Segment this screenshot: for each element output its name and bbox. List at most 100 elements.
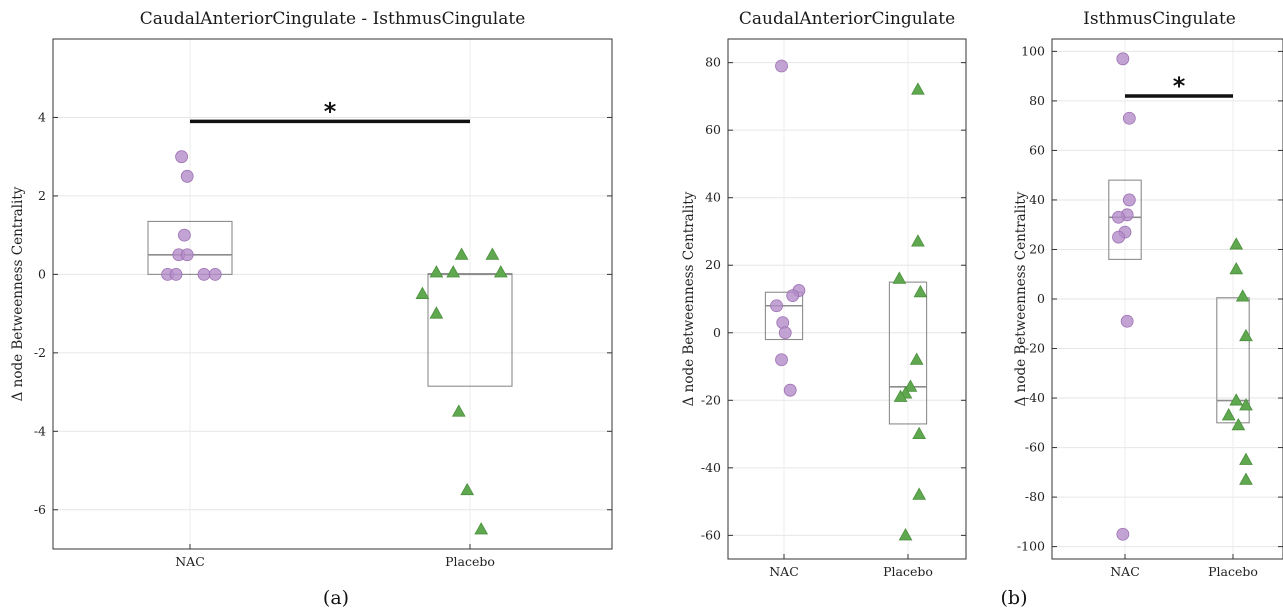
y-axis-label: Δ node Betweenness Centrality bbox=[10, 186, 26, 401]
data-point-circle bbox=[1116, 52, 1130, 66]
x-category-label: NAC bbox=[175, 554, 205, 569]
data-point-triangle bbox=[909, 352, 924, 365]
data-point-triangle bbox=[1239, 452, 1253, 465]
y-axis-label: Δ node Betweenness Centrality bbox=[681, 191, 697, 406]
data-point-triangle bbox=[911, 82, 925, 95]
data-point-circle bbox=[783, 383, 797, 397]
data-point-circle bbox=[775, 353, 788, 367]
data-point-triangle bbox=[892, 271, 907, 284]
x-category-label: NAC bbox=[769, 564, 799, 579]
data-point-triangle bbox=[912, 426, 927, 440]
data-point-circle bbox=[1112, 230, 1125, 244]
x-category-label: Placebo bbox=[883, 564, 933, 579]
y-tick-label: 40 bbox=[1029, 192, 1045, 207]
data-point-circle bbox=[1116, 527, 1130, 541]
panel-caudal-anterior-cingulate: -60 -40 -20 0 20 40 60 80 NAC Placebo CaudalAnteri… bbox=[681, 9, 967, 579]
data-point-triangle bbox=[460, 482, 475, 496]
data-point-triangle bbox=[1235, 289, 1250, 302]
chart-title: CaudalAnteriorCingulate - IsthmusCingula… bbox=[140, 9, 526, 29]
data-point-circle bbox=[775, 59, 788, 73]
data-point-triangle bbox=[415, 286, 430, 299]
data-point-circle bbox=[1122, 111, 1136, 125]
x-category-label: NAC bbox=[1110, 564, 1140, 579]
y-tick-label: -4 bbox=[34, 423, 46, 438]
data-point-triangle bbox=[454, 247, 469, 260]
data-point-triangle bbox=[1229, 261, 1244, 275]
data-point-triangle bbox=[493, 265, 508, 278]
panel-caudal-minus-isthmus: -6 -4 -2 0 2 4 NAC Placebo CaudalAnteriorCingula… bbox=[10, 9, 613, 569]
y-tick-label: 20 bbox=[705, 257, 721, 272]
y-tick-label: 0 bbox=[1037, 291, 1045, 306]
panel-label-b: (b) bbox=[1001, 587, 1028, 609]
y-tick-label: -60 bbox=[1025, 440, 1045, 455]
y-axis-label: Δ node Betweenness Centrality bbox=[1013, 191, 1029, 406]
data-point-triangle bbox=[893, 389, 908, 402]
y-tick-label: -6 bbox=[34, 502, 46, 517]
data-point-circle bbox=[778, 326, 792, 340]
y-tick-label: 80 bbox=[1029, 93, 1045, 108]
plot-frame bbox=[52, 38, 613, 550]
panel-label-a: (a) bbox=[323, 587, 349, 609]
data-point-circle bbox=[1112, 210, 1125, 224]
box-iqr bbox=[764, 291, 804, 341]
data-point-triangle bbox=[1239, 472, 1253, 485]
data-point-triangle bbox=[429, 265, 444, 278]
box-iqr bbox=[1216, 297, 1250, 424]
plot-frame bbox=[727, 38, 967, 560]
significance-star: * bbox=[1173, 72, 1186, 100]
chart-title: IsthmusCingulate bbox=[1083, 9, 1236, 29]
y-tick-label: -80 bbox=[1025, 489, 1045, 504]
y-tick-label: 100 bbox=[1021, 43, 1045, 58]
box-iqr bbox=[147, 220, 233, 275]
data-point-circle bbox=[177, 228, 191, 242]
data-point-triangle bbox=[1229, 237, 1244, 250]
y-tick-label: -100 bbox=[1017, 539, 1045, 554]
data-point-triangle bbox=[474, 522, 489, 535]
y-tick-label: 20 bbox=[1029, 241, 1045, 256]
y-tick-label: -2 bbox=[34, 345, 46, 360]
y-tick-label: 60 bbox=[1029, 142, 1045, 157]
x-category-label: Placebo bbox=[1208, 564, 1258, 579]
data-point-circle bbox=[208, 267, 222, 281]
chart-title: CaudalAnteriorCingulate bbox=[739, 9, 955, 29]
box-iqr bbox=[888, 281, 928, 425]
y-tick-label: -40 bbox=[701, 460, 721, 475]
y-tick-label: -40 bbox=[1025, 390, 1045, 405]
y-tick-label: 60 bbox=[705, 122, 721, 137]
y-tick-label: 40 bbox=[705, 190, 721, 205]
data-point-circle bbox=[1120, 314, 1134, 328]
data-point-circle bbox=[175, 150, 189, 164]
data-point-triangle bbox=[911, 234, 925, 247]
data-point-triangle bbox=[1231, 417, 1246, 431]
data-point-triangle bbox=[1239, 328, 1253, 342]
data-point-triangle bbox=[912, 487, 927, 500]
y-tick-label: -20 bbox=[701, 392, 721, 407]
data-point-triangle bbox=[1239, 398, 1253, 411]
data-point-triangle bbox=[913, 284, 928, 298]
y-tick-label: -20 bbox=[1025, 341, 1045, 356]
data-point-circle bbox=[169, 267, 183, 281]
data-point-circle bbox=[197, 267, 211, 281]
data-point-circle bbox=[786, 289, 800, 303]
y-tick-label: 80 bbox=[705, 55, 721, 70]
y-tick-label: 2 bbox=[38, 188, 46, 203]
y-tick-label: -60 bbox=[701, 527, 721, 542]
data-point-triangle bbox=[485, 247, 500, 260]
data-point-triangle bbox=[1229, 393, 1244, 406]
data-point-triangle bbox=[1221, 408, 1236, 421]
data-point-circle bbox=[180, 169, 194, 183]
y-tick-label: 0 bbox=[38, 266, 46, 281]
data-point-circle bbox=[180, 248, 194, 262]
panel-isthmus-cingulate: -100 -80 -60 -40 -20 0 20 40 60 80 100 NAC Placebo Is… bbox=[1013, 9, 1283, 579]
box-iqr bbox=[1108, 179, 1142, 260]
y-tick-label: 0 bbox=[713, 325, 721, 340]
data-point-triangle bbox=[451, 404, 466, 417]
data-point-triangle bbox=[898, 528, 913, 541]
data-point-circle bbox=[770, 299, 783, 313]
data-point-triangle bbox=[446, 265, 461, 278]
significance-star: * bbox=[324, 97, 337, 125]
data-point-triangle bbox=[903, 379, 918, 392]
data-point-circle bbox=[1122, 193, 1136, 207]
y-tick-label: 4 bbox=[38, 109, 46, 124]
